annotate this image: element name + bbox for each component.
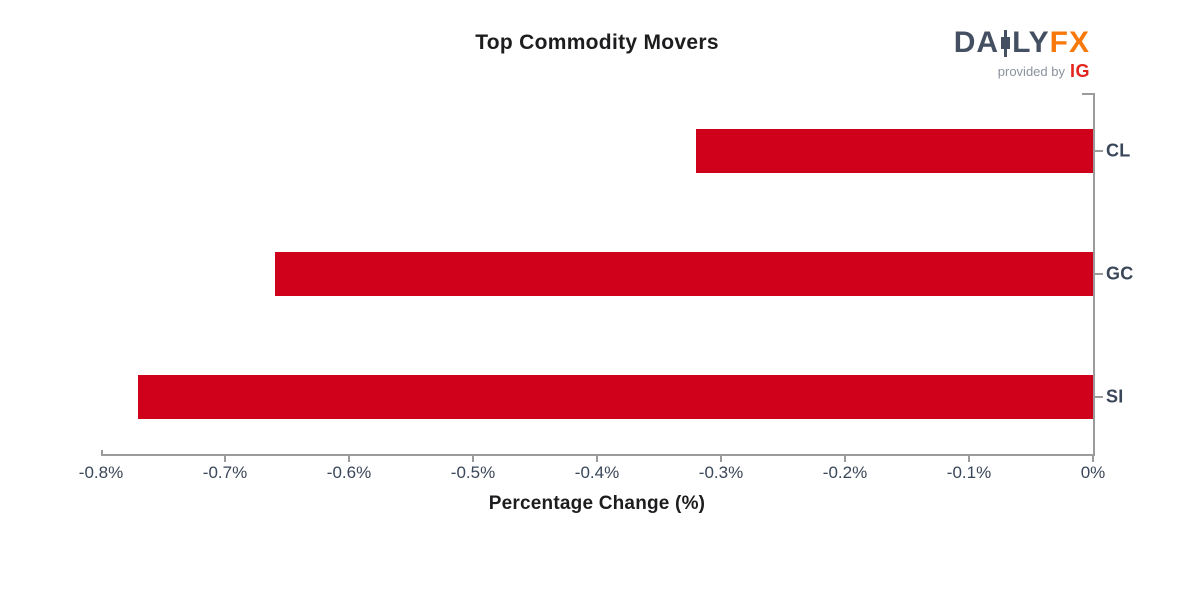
x-axis-tick-label: -0.3% [698,463,744,482]
bar-gc [274,252,1093,296]
category-label-cl: CL [1106,140,1131,161]
logo-text-ly: LY [1012,26,1050,59]
provided-by-row: provided by IG [928,61,1090,82]
y-axis-top-cap [1082,93,1093,95]
category-label-si: SI [1106,386,1124,407]
x-axis-tick-label: -0.1% [946,463,992,482]
provided-by-text: provided by [997,64,1065,79]
logo-text-da: DA [953,26,1000,59]
logo-text-fx: FX [1049,26,1090,59]
x-axis-tick [472,456,474,462]
x-axis-label: Percentage Change (%) [488,493,706,514]
category-label-gc: GC [1106,263,1134,284]
x-axis-tick [1092,456,1094,462]
category-tick [1095,273,1103,275]
bar-cl [696,129,1093,173]
x-axis-tick-label: -0.8% [78,463,124,482]
x-axis-tick [844,456,846,462]
x-axis-tick [348,456,350,462]
candlestick-body [1001,36,1011,49]
x-axis-tick-label: -0.7% [202,463,248,482]
y-axis-line [1093,93,1095,455]
x-axis-tick-label: -0.4% [574,463,620,482]
x-axis-tick-label: -0.6% [326,463,372,482]
candlestick-icon [1000,29,1011,57]
category-tick [1095,150,1103,152]
category-tick [1095,396,1103,398]
x-axis-tick [224,456,226,462]
ig-logo: IG [1069,61,1090,81]
x-axis-tick-label: -0.2% [822,463,868,482]
x-axis-tick [968,456,970,462]
x-axis-line [101,454,1095,456]
x-axis-tick [596,456,598,462]
x-axis-tick [720,456,722,462]
dailyfx-wordmark: DA LY FX [928,28,1090,58]
chart-title: Top Commodity Movers [475,31,719,54]
x-axis-tick-label: -0.5% [450,463,496,482]
x-axis-tick-label: 0% [1080,463,1106,482]
x-axis-left-cap [101,450,103,455]
dailyfx-logo: DA LY FX provided by IG [928,28,1090,82]
bar-si [138,375,1093,419]
